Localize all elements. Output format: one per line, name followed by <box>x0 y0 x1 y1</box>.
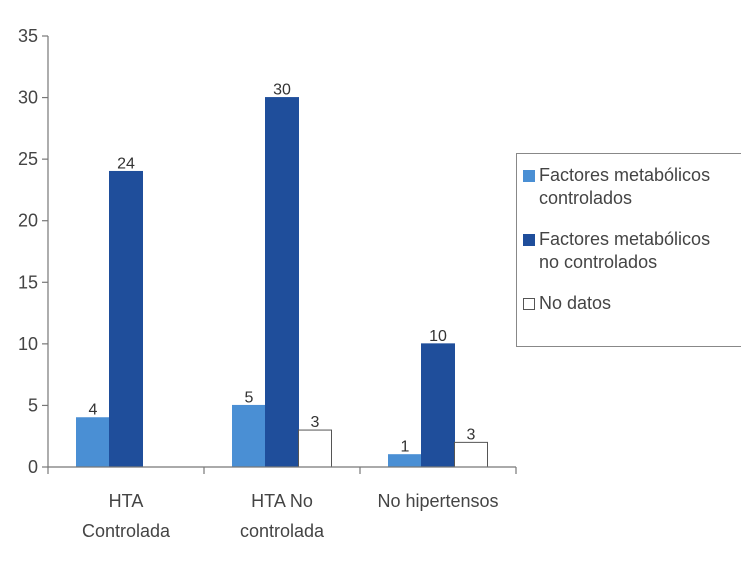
data-labels: 4 24 5 30 3 1 10 3 <box>89 82 476 456</box>
category-label: controlada <box>240 521 325 541</box>
legend-item: No datos <box>523 292 741 315</box>
data-label: 24 <box>117 155 135 172</box>
legend-item: Factores metabólicos controlados <box>523 164 741 210</box>
category-label: No hipertensos <box>377 491 498 511</box>
bar <box>232 404 266 468</box>
data-label: 3 <box>467 426 476 443</box>
data-label: 30 <box>273 82 291 99</box>
legend: Factores metabólicos controlados Factores … <box>516 153 741 347</box>
bars <box>76 97 488 468</box>
legend-label: Factores metabólicos no controlados <box>539 229 711 272</box>
bar <box>109 170 143 468</box>
y-tick-label: 0 <box>28 457 38 477</box>
bar <box>76 417 110 468</box>
bar <box>454 441 488 468</box>
y-tick-label: 5 <box>28 395 38 415</box>
legend-item: Factores metabólicos no controlados <box>523 228 741 274</box>
y-axis-ticks: 0 5 10 15 20 25 30 35 <box>18 26 48 477</box>
data-label: 5 <box>245 389 254 406</box>
legend-swatch <box>523 298 535 310</box>
legend-swatch <box>523 170 535 182</box>
y-tick-label: 25 <box>18 149 38 169</box>
category-label: HTA No <box>251 491 313 511</box>
y-tick-label: 15 <box>18 272 38 292</box>
category-label: HTA <box>109 491 144 511</box>
category-labels: HTA Controlada HTA No controlada No hiperten… <box>47 467 517 541</box>
data-label: 10 <box>429 328 447 345</box>
category-label: Controlada <box>82 521 171 541</box>
bar <box>265 97 299 468</box>
y-tick-label: 35 <box>18 26 38 46</box>
data-label: 3 <box>311 414 320 431</box>
legend-label: Factores metabólicos controlados <box>539 165 711 208</box>
data-label: 1 <box>401 439 410 456</box>
y-tick-label: 30 <box>18 88 38 108</box>
legend-swatch <box>523 234 535 246</box>
legend-label: No datos <box>539 293 612 313</box>
y-tick-label: 20 <box>18 211 38 231</box>
data-label: 4 <box>89 402 98 419</box>
bar <box>388 454 422 468</box>
y-tick-label: 10 <box>18 334 38 354</box>
bar <box>421 343 455 468</box>
bar <box>298 429 332 468</box>
